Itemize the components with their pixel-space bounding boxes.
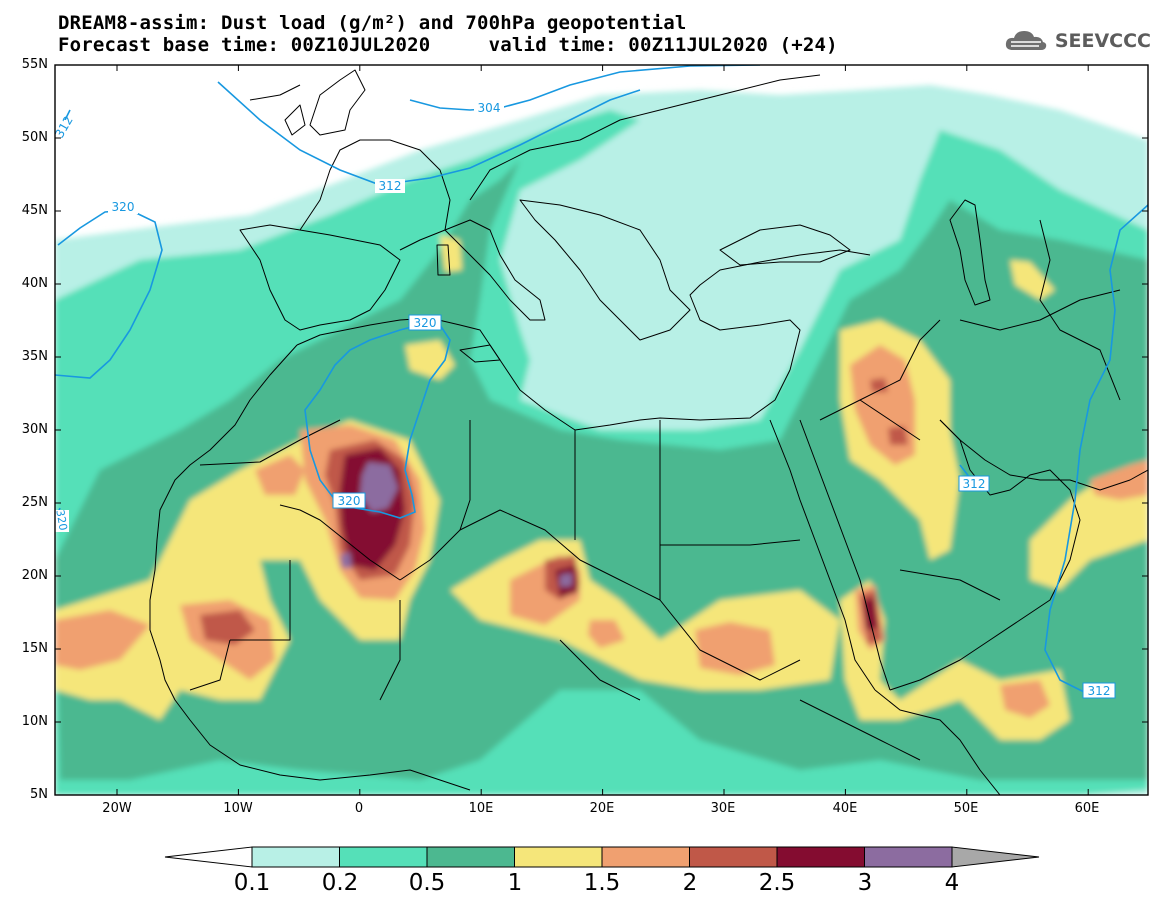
dust-fields <box>55 65 1148 795</box>
contour-320-sahara <box>304 321 451 519</box>
contour-label: 320 <box>53 509 69 532</box>
lat-label: 55N <box>21 57 48 72</box>
contour-label: 304 <box>478 101 501 115</box>
contour-label: 312 <box>1088 684 1111 698</box>
colorbar-cell <box>601 846 690 868</box>
colorbar-over-triangle <box>951 846 1040 868</box>
geopotential-contours <box>55 65 1148 696</box>
contour-label: 312 <box>963 477 986 491</box>
lon-label: 10W <box>223 801 253 816</box>
lat-label: 10N <box>21 714 48 729</box>
lon-label: 30E <box>710 801 736 816</box>
dust-level-3 <box>340 462 572 587</box>
lat-label: 15N <box>21 641 48 656</box>
lon-label: 40E <box>832 801 858 816</box>
lon-label: 0 <box>354 801 364 816</box>
colorbar-cell <box>689 846 778 868</box>
colorbar-cell <box>426 846 515 868</box>
colorbar-label: 2 <box>682 870 698 896</box>
lat-label: 50N <box>21 130 48 145</box>
cloud-icon <box>1005 31 1047 50</box>
contour-label: 320 <box>112 200 135 214</box>
lat-label: 25N <box>21 495 48 510</box>
map-frame <box>54 64 1149 796</box>
colorbar-cell <box>864 846 953 868</box>
coastlines <box>149 69 1148 795</box>
lon-label: 50E <box>953 801 979 816</box>
colorbar-cell <box>339 846 428 868</box>
contour-304 <box>409 65 761 111</box>
lat-label: 5N <box>30 787 48 802</box>
contour-labels: 304 312 312 320 320 320 312 312 320 <box>52 101 1116 699</box>
contour-312-east <box>1044 204 1148 696</box>
lat-label: 40N <box>21 276 48 291</box>
logo-text: SEEVCCC <box>1054 30 1151 52</box>
lon-label: 20W <box>102 801 132 816</box>
colorbar-label: 3 <box>857 870 873 896</box>
colorbar-under-triangle <box>164 846 253 868</box>
colorbar-label: 1 <box>507 870 523 896</box>
colorbar-cell <box>514 846 603 868</box>
lat-label: 30N <box>21 422 48 437</box>
lon-label: 60E <box>1074 801 1100 816</box>
lat-label: 35N <box>21 349 48 364</box>
contour-320-atlantic <box>55 209 163 379</box>
lon-label: 20E <box>589 801 615 816</box>
seevccc-logo: SEEVCCC <box>1003 28 1151 54</box>
lon-label: 10E <box>468 801 494 816</box>
contour-label: 312 <box>379 179 402 193</box>
colorbar-label: 0.5 <box>408 870 446 896</box>
lat-label: 20N <box>21 568 48 583</box>
contour-312-north <box>217 81 641 186</box>
forecast-time-line: Forecast base time: 00Z10JUL2020 valid t… <box>58 34 838 56</box>
lat-label: 45N <box>21 203 48 218</box>
colorbar <box>164 846 1040 868</box>
chart-title: DREAM8-assim: Dust load (g/m²) and 700hP… <box>58 12 687 34</box>
colorbar-cell <box>251 846 340 868</box>
contour-label: 320 <box>338 494 361 508</box>
colorbar-cell <box>776 846 865 868</box>
colorbar-label: 4 <box>944 870 960 896</box>
colorbar-label: 0.2 <box>321 870 359 896</box>
colorbar-label: 2.5 <box>758 870 796 896</box>
contour-label: 320 <box>414 316 437 330</box>
colorbar-label: 0.1 <box>233 870 271 896</box>
colorbar-label: 1.5 <box>583 870 621 896</box>
